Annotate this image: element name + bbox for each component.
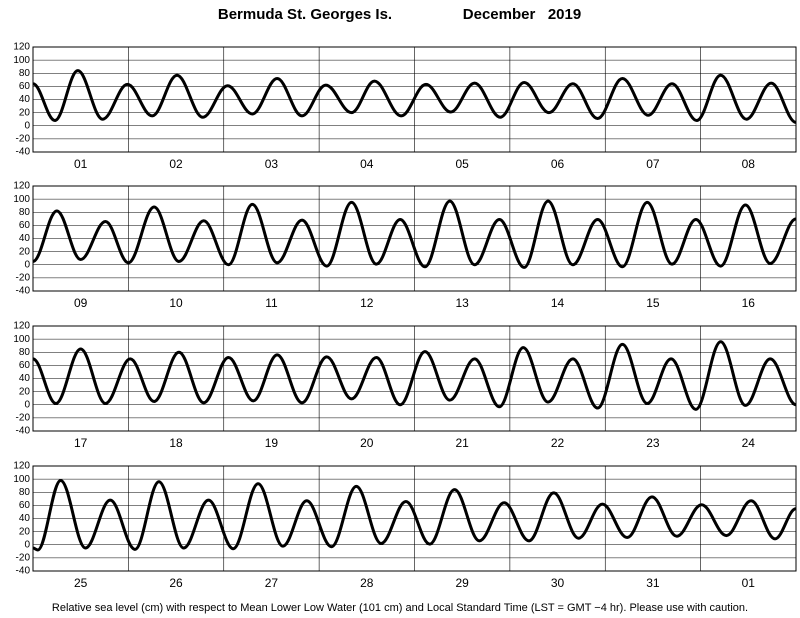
day-label: 10: [169, 296, 183, 310]
day-label: 15: [646, 296, 660, 310]
y-tick-label: 60: [19, 360, 31, 371]
day-label: 12: [360, 296, 374, 310]
tide-line: [32, 340, 797, 411]
y-tick-label: 40: [19, 94, 31, 105]
y-tick-label: 80: [19, 487, 31, 498]
y-tick-label: 100: [13, 55, 30, 66]
day-label: 13: [456, 296, 470, 310]
y-tick-label: 80: [19, 68, 31, 79]
day-label: 01: [742, 576, 756, 590]
y-tick-label: 20: [19, 246, 31, 257]
y-tick-label: -40: [16, 426, 31, 437]
tide-line: [32, 199, 797, 269]
y-tick-label: 40: [19, 513, 31, 524]
chart-title: Bermuda St. Georges Is.: [218, 6, 392, 23]
y-tick-label: -20: [16, 413, 31, 424]
y-tick-label: 40: [19, 233, 31, 244]
y-tick-label: -20: [16, 553, 31, 564]
day-label: 08: [742, 157, 756, 171]
day-label: 24: [742, 436, 756, 450]
y-tick-label: 60: [19, 500, 31, 511]
tide-line: [32, 478, 797, 552]
y-tick-label: 20: [19, 526, 31, 537]
y-tick-label: 0: [24, 399, 30, 410]
day-label: 04: [360, 157, 374, 171]
day-label: 02: [169, 157, 183, 171]
plot-frame: [32, 46, 797, 153]
day-label: 23: [646, 436, 660, 450]
y-tick-label: 100: [13, 334, 30, 345]
y-tick-label: -40: [16, 566, 31, 577]
day-label: 22: [551, 436, 565, 450]
footnote: Relative sea level (cm) with respect to …: [52, 602, 748, 614]
day-label: 26: [169, 576, 183, 590]
y-tick-label: 0: [24, 539, 30, 550]
day-label: 28: [360, 576, 374, 590]
day-label: 20: [360, 436, 374, 450]
y-tick-label: 20: [19, 107, 31, 118]
y-tick-label: -40: [16, 286, 31, 297]
plot-frame: [32, 185, 797, 292]
day-label: 19: [265, 436, 279, 450]
y-tick-label: 120: [13, 461, 30, 472]
day-label: 11: [265, 296, 278, 310]
plot-frame: [32, 325, 797, 432]
tide-line: [32, 69, 797, 124]
y-tick-label: -20: [16, 273, 31, 284]
y-tick-label: 80: [19, 207, 31, 218]
plot-frame: [32, 465, 797, 572]
y-tick-label: 120: [13, 321, 30, 332]
y-tick-label: -40: [16, 147, 31, 158]
y-tick-label: 120: [13, 42, 30, 53]
y-tick-label: 20: [19, 386, 31, 397]
day-label: 07: [646, 157, 660, 171]
y-tick-label: 60: [19, 81, 31, 92]
day-label: 31: [646, 576, 660, 590]
day-label: 05: [456, 157, 470, 171]
y-tick-label: 60: [19, 220, 31, 231]
y-tick-label: 100: [13, 194, 30, 205]
day-label: 21: [456, 436, 470, 450]
day-label: 03: [265, 157, 279, 171]
day-label: 29: [456, 576, 470, 590]
y-tick-label: 40: [19, 373, 31, 384]
day-label: 30: [551, 576, 565, 590]
y-tick-label: 80: [19, 347, 31, 358]
day-label: 14: [551, 296, 565, 310]
y-tick-label: 120: [13, 181, 30, 192]
day-label: 17: [74, 436, 88, 450]
day-label: 16: [742, 296, 756, 310]
day-label: 18: [169, 436, 183, 450]
y-tick-label: 100: [13, 474, 30, 485]
day-label: 09: [74, 296, 88, 310]
day-label: 27: [265, 576, 279, 590]
day-label: 01: [74, 157, 88, 171]
y-tick-label: -20: [16, 134, 31, 145]
y-tick-label: 0: [24, 259, 30, 270]
y-tick-label: 0: [24, 120, 30, 131]
day-label: 06: [551, 157, 565, 171]
day-label: 25: [74, 576, 88, 590]
chart-period: December 2019: [463, 6, 581, 23]
